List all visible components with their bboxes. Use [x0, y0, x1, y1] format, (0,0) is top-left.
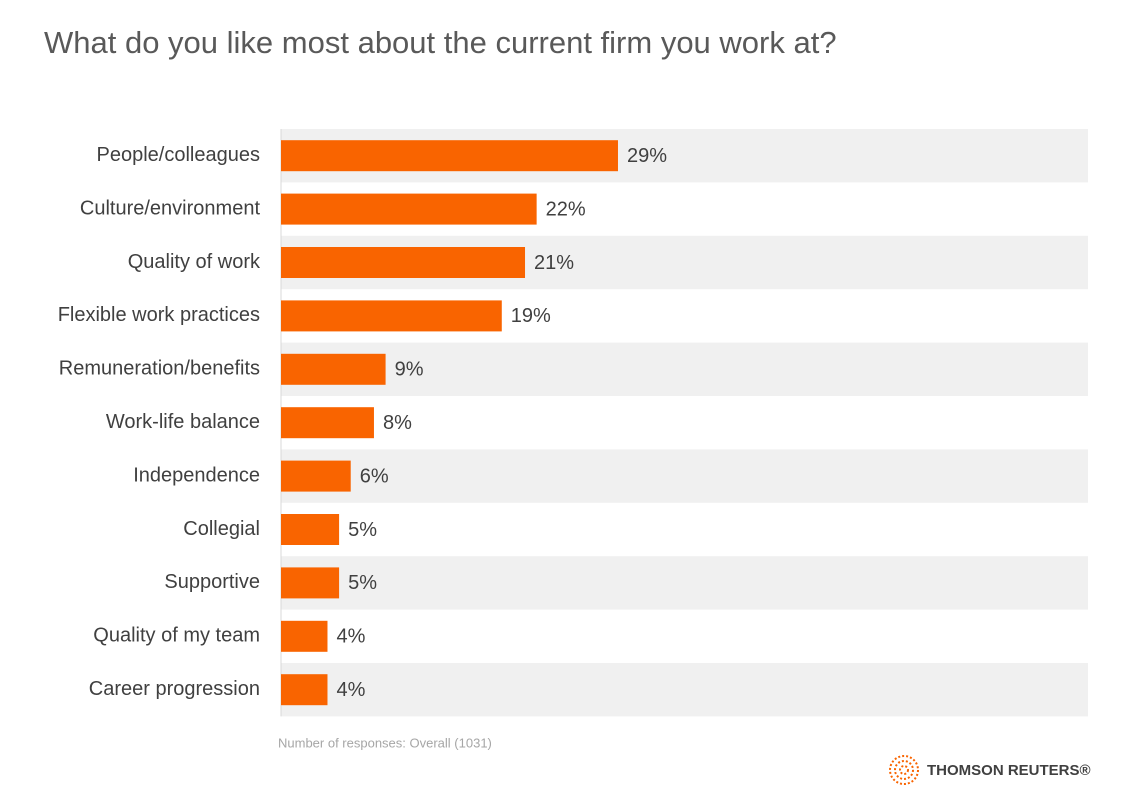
bar: [281, 300, 502, 332]
row-band: [281, 663, 1088, 717]
bar: [281, 674, 328, 706]
value-label: 4%: [336, 679, 365, 701]
value-label: 19%: [511, 305, 551, 327]
value-label: 8%: [383, 412, 412, 434]
logo-icon: [889, 755, 919, 785]
bar: [281, 407, 374, 439]
value-label: 22%: [546, 198, 586, 220]
row-band: [281, 449, 1088, 503]
category-label: Quality of my team: [93, 625, 260, 647]
row-band: [281, 342, 1088, 396]
bar: [281, 620, 328, 652]
bar: [281, 353, 386, 385]
bar: [281, 460, 351, 492]
footnote: Number of responses: Overall (1031): [278, 735, 492, 750]
value-label: 6%: [360, 465, 389, 487]
category-label: People/colleagues: [97, 144, 260, 166]
bar: [281, 193, 537, 225]
value-label: 4%: [336, 626, 365, 648]
chart-title: What do you like most about the current …: [44, 25, 837, 60]
value-label: 5%: [348, 572, 377, 594]
bar: [281, 514, 340, 545]
category-label: Flexible work practices: [58, 304, 260, 326]
category-label: Culture/environment: [80, 197, 261, 219]
category-label: Career progression: [89, 678, 260, 700]
row-band: [281, 556, 1088, 610]
value-label: 29%: [627, 145, 667, 167]
category-label: Work-life balance: [106, 411, 260, 433]
value-label: 21%: [534, 252, 574, 274]
bar: [281, 567, 340, 599]
category-label: Independence: [133, 464, 260, 486]
category-label: Supportive: [164, 571, 260, 593]
bar: [281, 247, 526, 278]
value-label: 9%: [395, 359, 424, 381]
category-label: Quality of work: [128, 251, 261, 273]
bar: [281, 140, 618, 172]
logo-text: THOMSON REUTERS®: [927, 762, 1091, 779]
category-label: Collegial: [183, 518, 260, 540]
category-label: Remuneration/benefits: [59, 358, 260, 380]
value-label: 5%: [348, 519, 377, 541]
